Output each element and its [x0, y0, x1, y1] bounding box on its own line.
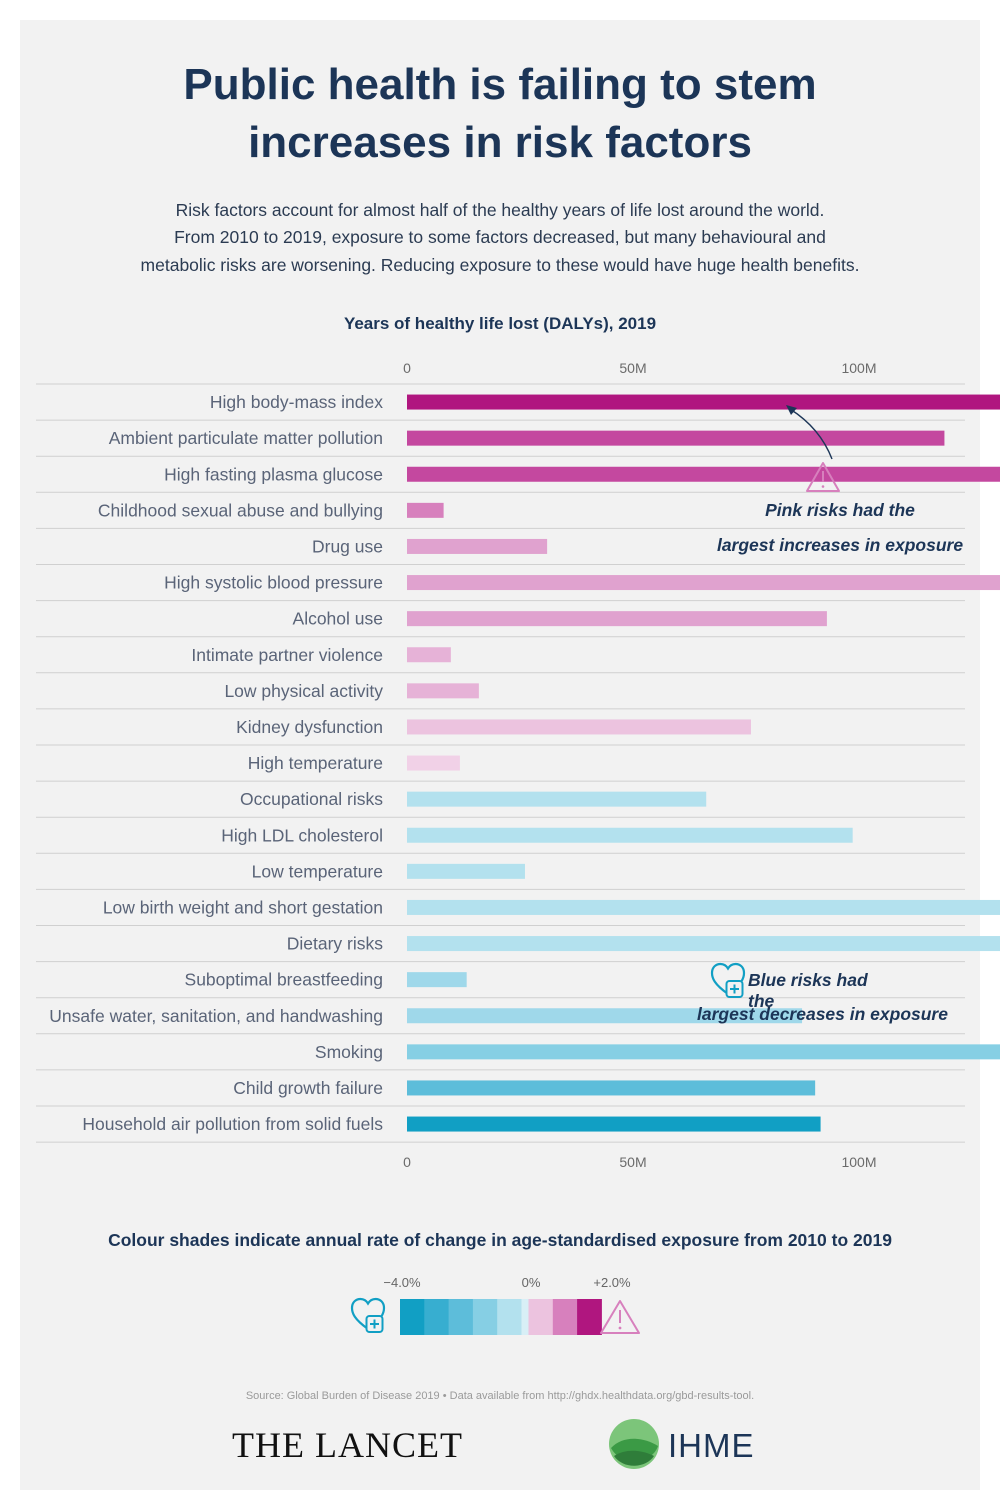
x-tick-label: 50M	[619, 1154, 646, 1170]
bar	[407, 755, 460, 771]
infographic-card	[20, 20, 980, 1490]
category-label: High body-mass index	[210, 392, 383, 412]
title-line-2: increases in risk factors	[248, 118, 752, 167]
x-tick-label: 50M	[619, 360, 646, 376]
blue-annotation-line-1: Blue risks had the	[748, 970, 868, 1011]
bar	[407, 575, 1000, 591]
legend-swatches	[400, 1299, 602, 1335]
legend-label-min: −4.0%	[383, 1275, 421, 1290]
category-label: Occupational risks	[240, 789, 383, 809]
legend-label-max: +2.0%	[593, 1275, 631, 1290]
bar-chart: High body-mass index Ambient particulate …	[36, 360, 1000, 1170]
x-tick-label: 100M	[841, 1154, 876, 1170]
legend-swatch	[577, 1299, 602, 1335]
bar	[407, 683, 479, 699]
category-label: Intimate partner violence	[191, 645, 383, 665]
legend-swatch	[497, 1299, 522, 1335]
bar	[407, 899, 1000, 915]
category-label: Child growth failure	[233, 1078, 383, 1098]
category-label: Unsafe water, sanitation, and handwashin…	[49, 1006, 383, 1026]
title-line-1: Public health is failing to stem	[183, 60, 817, 109]
lancet-logo: THE LANCET	[232, 1425, 463, 1465]
category-label: Childhood sexual abuse and bullying	[98, 500, 383, 520]
category-label: Kidney dysfunction	[236, 717, 383, 737]
legend-label-zero: 0%	[522, 1275, 541, 1290]
category-label: High systolic blood pressure	[164, 573, 383, 593]
bar	[407, 502, 444, 518]
bar	[407, 1116, 821, 1132]
tick-layer: 0050M50M100M100M150M150M200M200M	[403, 360, 876, 1170]
legend-swatch	[448, 1299, 474, 1335]
heart-plus-icon	[710, 962, 746, 998]
category-label: Low birth weight and short gestation	[103, 897, 383, 917]
page-title: Public health is failing to stem increas…	[0, 56, 1000, 172]
bar	[407, 1008, 803, 1024]
bar	[407, 791, 707, 807]
intro-line-3: metabolic risks are worsening. Reducing …	[140, 255, 860, 275]
category-label: High temperature	[248, 753, 383, 773]
ihme-logo-text: IHME	[668, 1427, 755, 1464]
pink-annotation-line-2: largest increases in exposure	[716, 535, 964, 555]
category-label: High fasting plasma glucose	[164, 464, 383, 484]
category-label: Drug use	[312, 536, 383, 556]
annotation-arrow	[789, 408, 833, 460]
category-label: Dietary risks	[287, 934, 384, 954]
category-label: Suboptimal breastfeeding	[185, 970, 383, 990]
category-label: Ambient particulate matter pollution	[109, 428, 383, 448]
legend-heading: Colour shades indicate annual rate of ch…	[108, 1230, 892, 1250]
legend-swatch	[424, 1299, 450, 1335]
bar	[407, 936, 1000, 952]
category-label: Household air pollution from solid fuels	[82, 1114, 383, 1134]
pink-annotation-line-1: Pink risks had the	[765, 500, 915, 520]
bar	[407, 1044, 1000, 1060]
x-tick-label: 0	[403, 360, 411, 376]
source-note: Source: Global Burden of Disease 2019 • …	[245, 1390, 755, 1402]
annotation-arrowhead	[786, 405, 797, 415]
category-label: Smoking	[315, 1042, 383, 1062]
bar-layer	[407, 394, 1000, 1132]
legend-swatch	[528, 1299, 554, 1335]
bar	[407, 972, 467, 988]
label-layer: High body-mass index Ambient particulate …	[49, 392, 383, 1134]
legend-swatch	[400, 1299, 425, 1335]
bar	[407, 538, 548, 554]
bar	[407, 647, 451, 663]
grid-layer	[36, 383, 965, 1143]
x-tick-label: 100M	[841, 360, 876, 376]
chart-heading: Years of healthy life lost (DALYs), 2019	[343, 314, 657, 333]
bar	[407, 466, 1000, 482]
colour-legend: −4.0% 0% +2.0%	[350, 1275, 640, 1335]
x-tick-label: 0	[403, 1154, 411, 1170]
intro-line-2: From 2010 to 2019, exposure to some fact…	[174, 227, 826, 247]
ihme-logo-mark	[609, 1419, 659, 1469]
blue-annotation-line-2: largest decreases in exposure	[697, 1004, 948, 1024]
bar	[407, 719, 751, 735]
category-label: Low physical activity	[224, 681, 383, 701]
intro-line-1: Risk factors account for almost half of …	[175, 200, 825, 220]
legend-swatch	[521, 1299, 529, 1335]
legend-swatch	[552, 1299, 578, 1335]
bar	[407, 827, 853, 843]
warning-icon	[806, 462, 840, 492]
warning-icon	[600, 1300, 640, 1334]
bar	[407, 1080, 816, 1096]
legend-swatch	[472, 1299, 498, 1335]
bar	[407, 394, 1000, 410]
bar	[407, 430, 945, 446]
category-label: High LDL cholesterol	[221, 825, 383, 845]
category-label: Alcohol use	[293, 609, 383, 629]
bar	[407, 863, 525, 879]
bar	[407, 611, 827, 627]
heart-plus-icon	[350, 1297, 386, 1333]
category-label: Low temperature	[252, 861, 383, 881]
